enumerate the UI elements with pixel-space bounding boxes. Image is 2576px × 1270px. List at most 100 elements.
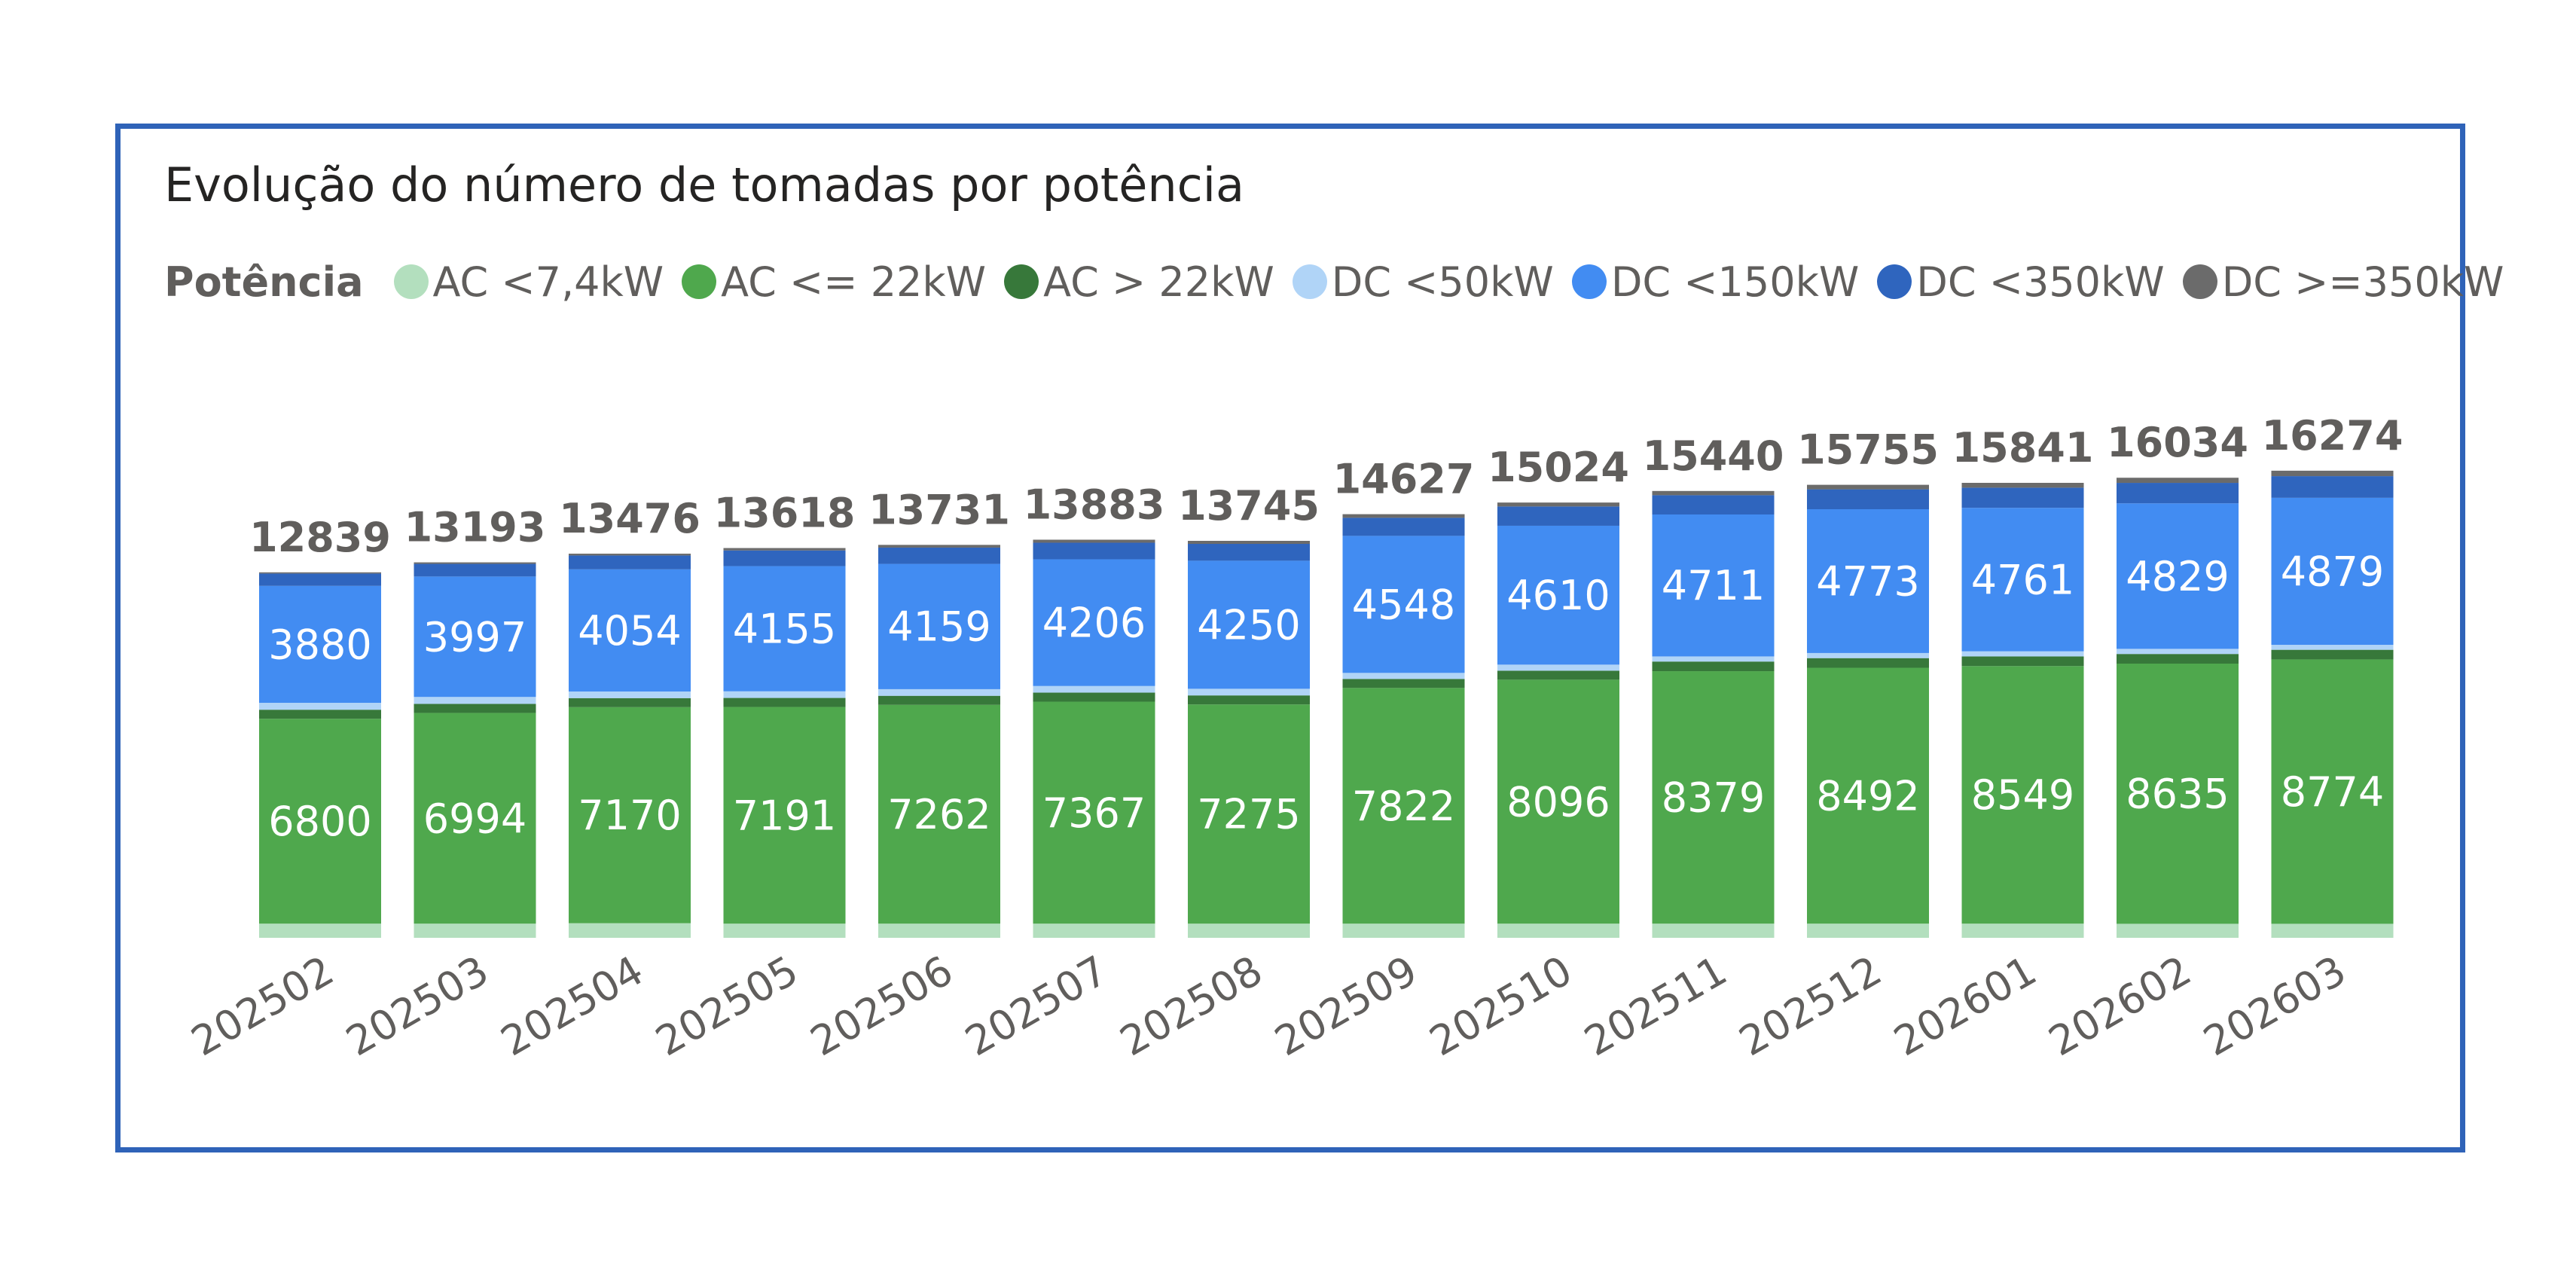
x-tick-label: 202603 xyxy=(2196,947,2354,1066)
data-label: 4054 xyxy=(578,607,681,655)
bar-segment xyxy=(1961,487,2084,508)
total-label: 15755 xyxy=(1797,426,1939,474)
total-label: 12839 xyxy=(249,514,391,561)
data-label: 4773 xyxy=(1816,557,1919,605)
total-label: 13745 xyxy=(1178,482,1320,530)
bar-segment xyxy=(1188,704,1310,924)
bar-segment xyxy=(414,923,536,938)
bar-segment xyxy=(1497,525,1619,665)
bar-segment xyxy=(1033,685,1155,693)
legend-item[interactable]: DC <150kW xyxy=(1571,258,1860,306)
bar-segment xyxy=(1188,544,1310,561)
legend-item[interactable]: AC <7,4kW xyxy=(393,258,664,306)
legend-item[interactable]: DC >=350kW xyxy=(2182,258,2504,306)
bar-segment xyxy=(2117,923,2239,938)
bar-segment xyxy=(1807,489,1929,509)
x-tick-label: 202507 xyxy=(957,947,1116,1066)
bar-segment xyxy=(1033,923,1155,938)
total-label: 14627 xyxy=(1333,456,1475,503)
data-label: 8635 xyxy=(2126,771,2229,818)
x-tick-label: 202504 xyxy=(493,947,651,1066)
bar-segment xyxy=(723,548,846,551)
bar-segment xyxy=(1497,670,1619,680)
bar-segment xyxy=(1807,658,1929,668)
bar-segment xyxy=(414,576,536,698)
data-label: 7822 xyxy=(1352,783,1455,830)
data-label: 4610 xyxy=(1506,572,1610,619)
legend-item[interactable]: DC <350kW xyxy=(1877,258,2165,306)
bar-segment xyxy=(2271,923,2394,938)
bar-segment xyxy=(1497,679,1619,924)
bar-segment xyxy=(2117,503,2239,649)
legend-dot-icon xyxy=(393,264,429,299)
data-label: 7262 xyxy=(887,791,990,838)
legend-dot-icon xyxy=(1292,264,1327,299)
data-label: 8096 xyxy=(1506,778,1610,826)
bar-segment xyxy=(1033,539,1155,543)
bar-segment xyxy=(1342,688,1465,924)
bar-segment xyxy=(723,566,846,691)
bar-segment xyxy=(1652,514,1775,657)
data-label: 4206 xyxy=(1042,600,1146,647)
legend-item[interactable]: AC > 22kW xyxy=(1004,258,1274,306)
bar-segment xyxy=(1961,656,2084,667)
bar-segment xyxy=(259,923,381,938)
data-label: 7275 xyxy=(1197,791,1300,838)
bar-segment xyxy=(1033,692,1155,702)
bar-segment xyxy=(1342,517,1465,536)
legend-label: DC <150kW xyxy=(1610,258,1860,306)
bar-segment xyxy=(878,923,1000,938)
bar-segment xyxy=(569,923,691,938)
bar-segment xyxy=(2117,654,2239,664)
bar-segment xyxy=(2271,476,2394,498)
x-tick-label: 202602 xyxy=(2040,947,2199,1066)
bar-segment xyxy=(259,585,381,703)
bar-segment xyxy=(414,562,536,564)
bar-segment xyxy=(878,547,1000,564)
bar-segment xyxy=(1188,541,1310,544)
legend-dot-icon xyxy=(1571,264,1607,299)
legend-item[interactable]: DC <50kW xyxy=(1292,258,1554,306)
bar-segment xyxy=(1342,673,1465,679)
bar-segment xyxy=(2271,470,2394,477)
bar-segment xyxy=(1961,651,2084,657)
bar-segment xyxy=(2117,649,2239,655)
bar-segment xyxy=(1652,923,1775,938)
x-tick-label: 202509 xyxy=(1267,947,1425,1066)
bar-segment xyxy=(878,563,1000,689)
bar-segment xyxy=(1961,508,2084,652)
bar-segment xyxy=(1342,536,1465,673)
bar-segment xyxy=(414,713,536,924)
legend-label: DC <350kW xyxy=(1916,258,2165,306)
bar-segment xyxy=(569,569,691,691)
legend-dot-icon xyxy=(2182,264,2217,299)
bar-segment xyxy=(1342,514,1465,518)
bar-segment xyxy=(1961,483,2084,488)
data-label: 6800 xyxy=(268,798,371,845)
bar-segment xyxy=(2271,659,2394,924)
legend-label: AC <= 22kW xyxy=(721,258,987,306)
bar-segment xyxy=(1807,509,1929,653)
legend-dot-icon xyxy=(1877,264,1912,299)
legend-label: AC <7,4kW xyxy=(432,258,664,306)
bar-segment xyxy=(1497,923,1619,938)
bar-segment xyxy=(1342,923,1465,938)
legend-item[interactable]: AC <= 22kW xyxy=(682,258,986,306)
bar-segment xyxy=(1342,679,1465,688)
bar-segment xyxy=(2117,664,2239,924)
bar-segment xyxy=(1652,671,1775,924)
chart-title: Evolução do número de tomadas por potênc… xyxy=(164,157,1244,212)
data-label: 4548 xyxy=(1352,581,1455,628)
bar-segment xyxy=(569,707,691,923)
bar-segment xyxy=(1188,695,1310,705)
bar-segment xyxy=(1497,664,1619,671)
bar-segment xyxy=(1188,923,1310,938)
legend-label: AC > 22kW xyxy=(1043,258,1274,306)
bar-segment xyxy=(723,550,846,566)
bar-segment xyxy=(1652,661,1775,672)
data-label: 4829 xyxy=(2126,553,2229,600)
data-label: 6994 xyxy=(423,795,526,842)
bar-segment xyxy=(878,545,1000,548)
bar-segment xyxy=(1497,506,1619,526)
bar-segment xyxy=(1652,490,1775,496)
